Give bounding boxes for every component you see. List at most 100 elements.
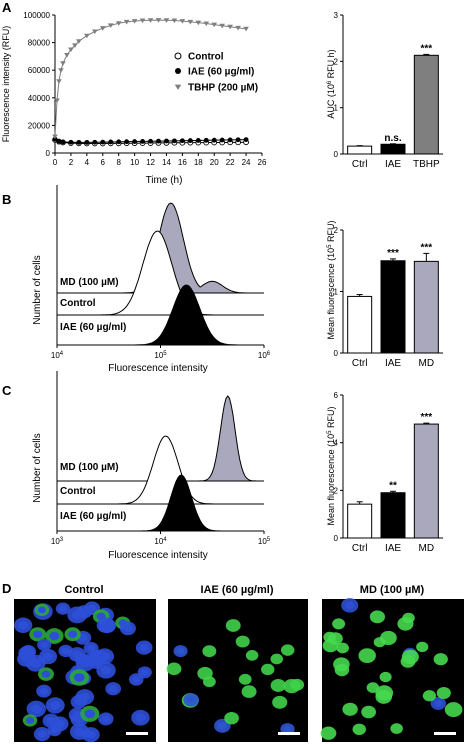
x-tick-label: 12 xyxy=(146,158,155,167)
data-point xyxy=(179,138,185,144)
y-tick-label: 80000 xyxy=(28,39,51,48)
histogram-label: Control xyxy=(60,486,96,497)
legend: Control IAE (60 µg/ml) TBHP (200 µM) xyxy=(174,52,258,94)
b-bar-ylabel: Mean fluorescence (105 RFU) xyxy=(326,221,336,340)
data-point xyxy=(99,26,106,31)
cell xyxy=(202,645,217,658)
cell-nucleus xyxy=(26,717,35,724)
x-tick-label: 105 xyxy=(154,351,167,360)
histogram-label: IAE (60 µg/ml) xyxy=(60,322,126,333)
x-tick-label: 10 xyxy=(130,158,139,167)
x-tick-label: 2 xyxy=(69,158,74,167)
cell-nucleus xyxy=(139,643,149,652)
data-point xyxy=(92,139,98,145)
a-bar-ylabel: AUC (106 RFU h) xyxy=(326,49,336,118)
a-line-ylabel: Fluorescence intensity (RFU) xyxy=(1,26,11,143)
cell-nucleus xyxy=(71,610,83,620)
c-bar-ylabel: Mean fluorescence (105 RFU) xyxy=(326,407,336,526)
cell-nucleus xyxy=(99,652,110,661)
y-tick-label: 2 xyxy=(334,57,339,66)
data-point xyxy=(187,19,194,25)
cell-nucleus xyxy=(72,650,82,659)
y-tick-label: 0 xyxy=(46,149,51,158)
tick-base: 10 xyxy=(51,351,60,360)
cell-nucleus xyxy=(22,649,32,658)
c-hist-xlabel: Fluorescence intensity xyxy=(108,550,208,561)
cell xyxy=(270,678,286,692)
cell-nucleus xyxy=(61,647,70,655)
x-tick-label: MD xyxy=(419,543,435,554)
scale-bar xyxy=(278,732,300,735)
bar xyxy=(413,54,439,155)
y-tick-label: 100000 xyxy=(23,11,50,20)
bar xyxy=(413,260,439,354)
data-point xyxy=(52,136,58,142)
panel-label-b: B xyxy=(2,192,11,207)
cell xyxy=(433,653,448,666)
cell xyxy=(358,648,376,664)
cell xyxy=(241,685,257,698)
legend-marker xyxy=(174,84,182,90)
data-point xyxy=(108,139,114,145)
data-point xyxy=(107,23,114,28)
cell xyxy=(397,616,414,631)
cell-nucleus xyxy=(140,669,149,676)
cell xyxy=(166,662,182,676)
y-tick-label: 2 xyxy=(334,486,339,495)
cell xyxy=(333,657,350,672)
y-tick-label: 3 xyxy=(334,11,339,20)
cell xyxy=(352,723,366,735)
y-tick-label: 20000 xyxy=(28,121,51,130)
chart-a-bar: AUC (106 RFU h) 0 1 2 3 Ctrl IAE n.s. TBHP *** xyxy=(326,11,443,170)
tick-exp: 5 xyxy=(267,537,271,543)
chart-c-bar: Mean fluorescence (105 RFU) 0 2 4 6 Ctrl IAE *… xyxy=(326,391,443,554)
cell xyxy=(245,650,259,661)
bar xyxy=(380,492,406,539)
b-hist-xlabel: Fluorescence intensity xyxy=(108,363,208,374)
data-point xyxy=(140,139,145,144)
y-tick-label: 4 xyxy=(334,439,339,448)
cell xyxy=(327,632,343,646)
cell xyxy=(390,723,403,734)
cell xyxy=(261,663,275,676)
data-point xyxy=(84,139,90,145)
x-tick-label: MD xyxy=(419,358,435,369)
data-point xyxy=(76,39,82,44)
x-tick-label: IAE xyxy=(385,358,401,369)
cell xyxy=(401,649,419,665)
x-tick-label: 104 xyxy=(51,351,64,360)
tick-exp: 3 xyxy=(60,537,64,543)
y-tick-label: 0 xyxy=(334,150,339,159)
panel-label-a: A xyxy=(2,0,12,15)
scale-bar xyxy=(434,732,456,735)
chart-b-bar: Mean fluorescence (105 RFU) 0 1 2 Ctrl IAE **… xyxy=(326,221,443,369)
x-tick-label: 104 xyxy=(154,537,167,546)
cell xyxy=(238,673,252,685)
data-point xyxy=(219,23,225,29)
cell-nucleus xyxy=(40,641,49,649)
data-point xyxy=(187,138,193,143)
data-point xyxy=(54,98,60,104)
data-point xyxy=(179,19,186,24)
data-point xyxy=(235,137,241,143)
cell xyxy=(379,671,392,683)
cell-nucleus xyxy=(217,722,227,730)
data-point xyxy=(60,61,66,66)
x-tick-label: 103 xyxy=(51,537,64,546)
data-point xyxy=(195,138,201,143)
bar xyxy=(413,423,439,539)
data-point xyxy=(195,20,202,26)
cell-nucleus xyxy=(87,644,96,652)
cell-nucleus xyxy=(30,704,42,714)
histogram-label: MD (100 µM) xyxy=(60,277,119,288)
cell-nucleus xyxy=(79,658,91,668)
tick-exp: 4 xyxy=(60,351,64,357)
cell-nucleus xyxy=(100,665,112,675)
y-tick-label: 6 xyxy=(334,391,339,400)
chart-c-histogram: Number of cells Fluorescence intensity 1… xyxy=(32,371,271,561)
cell xyxy=(373,637,386,648)
cell xyxy=(366,682,380,693)
cell-nucleus xyxy=(84,709,96,719)
data-point xyxy=(100,139,106,145)
data-point xyxy=(235,25,241,31)
